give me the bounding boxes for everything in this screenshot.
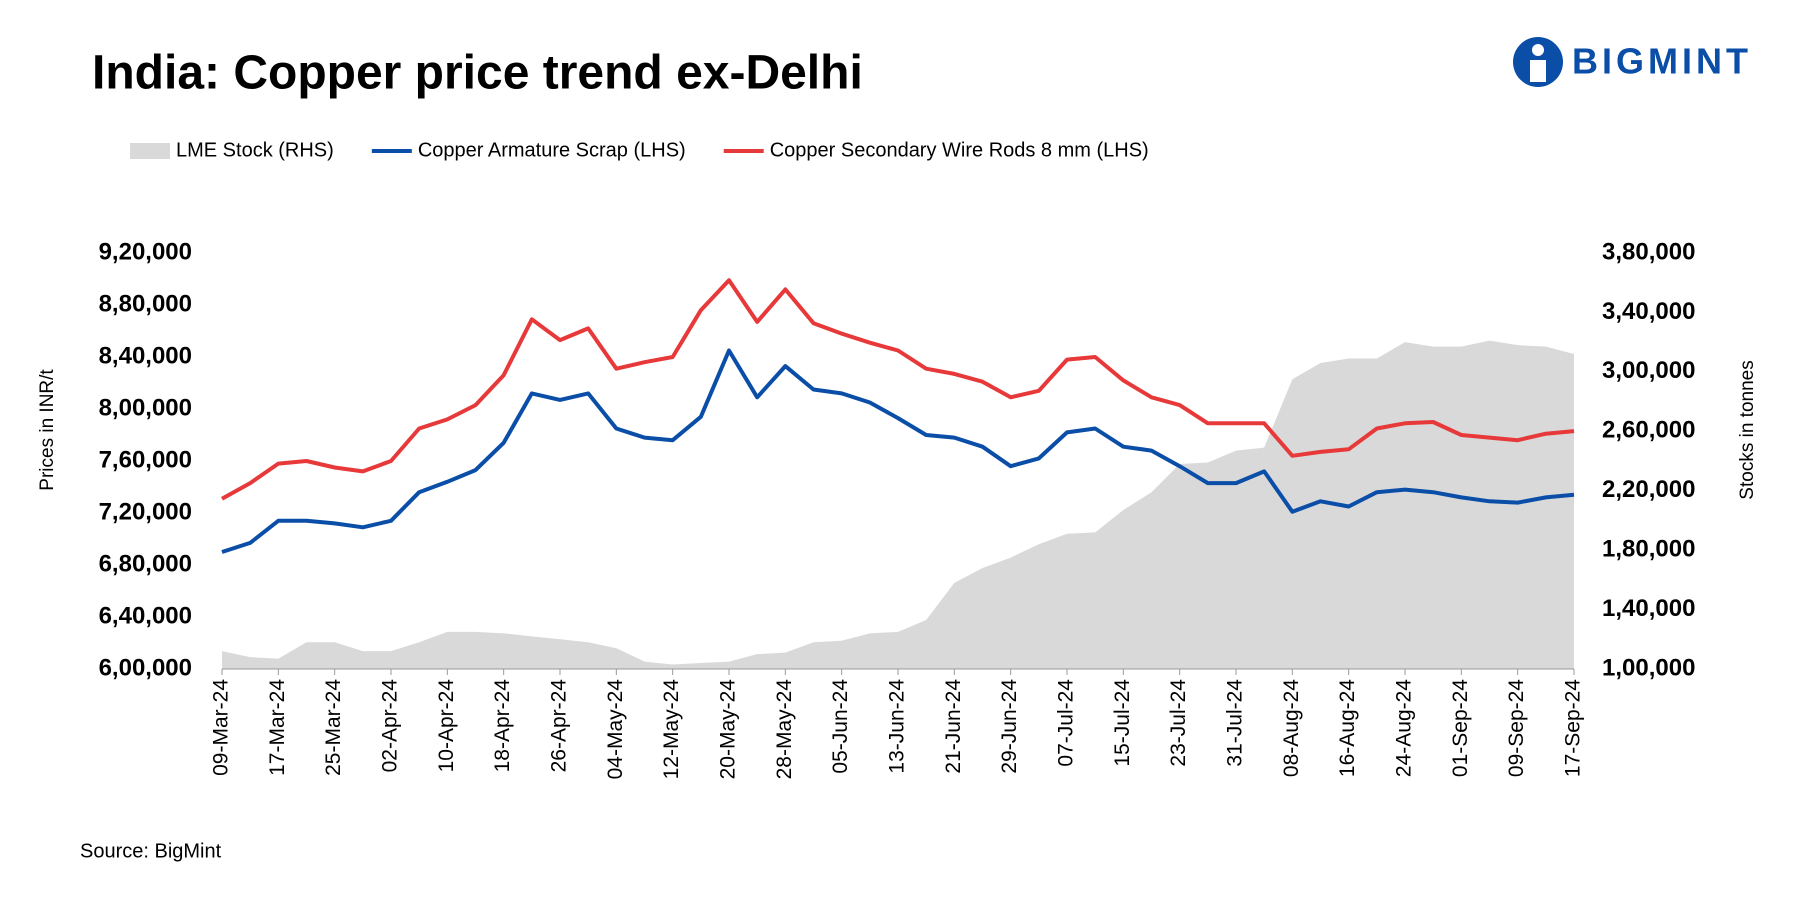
y-axis-title: Prices in INR/t	[37, 369, 58, 491]
y-tick-label: 6,80,000	[99, 550, 192, 577]
chart-title: India: Copper price trend ex-Delhi	[92, 47, 863, 100]
y2-tick-label: 2,20,000	[1602, 476, 1695, 503]
y-tick-label: 9,20,000	[99, 238, 192, 265]
legend-item: Copper Armature Scrap (LHS)	[371, 139, 686, 161]
legend-item: LME Stock (RHS)	[130, 139, 334, 161]
x-tick-label: 17-Mar-24	[266, 679, 289, 776]
x-tick-label: 13-Jun-24	[886, 679, 909, 774]
y-tick-label: 8,00,000	[99, 394, 192, 421]
logo-icon-head	[1532, 44, 1544, 56]
x-tick-label: 10-Apr-24	[435, 679, 458, 773]
x-tick-label: 31-Jul-24	[1224, 679, 1247, 767]
y-tick-label: 7,20,000	[99, 498, 192, 525]
x-tick-label: 12-May-24	[660, 679, 683, 780]
y-tick-label: 7,60,000	[99, 446, 192, 473]
x-tick-label: 18-Apr-24	[491, 679, 514, 773]
y2-tick-label: 1,80,000	[1602, 535, 1695, 562]
x-tick-label: 09-Mar-24	[210, 679, 233, 776]
y2-axis-title: Stocks in tonnes	[1737, 360, 1758, 499]
x-tick-label: 20-May-24	[717, 679, 740, 780]
legend-label: LME Stock (RHS)	[176, 139, 334, 161]
x-tick-label: 25-Mar-24	[322, 679, 345, 776]
x-tick-label: 09-Sep-24	[1505, 679, 1528, 777]
x-tick-label: 16-Aug-24	[1336, 679, 1359, 777]
logo-icon-body	[1530, 60, 1546, 82]
line	[221, 348, 1575, 554]
legend-swatch	[130, 143, 170, 159]
x-tick-label: 17-Sep-24	[1562, 679, 1585, 777]
logo-text: BIGMINT	[1572, 41, 1752, 82]
x-tick-label: 04-May-24	[604, 679, 627, 780]
x-tick-label: 07-Jul-24	[1055, 679, 1078, 767]
y2-tick-label: 1,00,000	[1602, 654, 1695, 681]
source-note: Source: BigMint	[80, 840, 222, 862]
y2-tick-label: 3,40,000	[1602, 298, 1695, 325]
x-tick-label: 21-Jun-24	[942, 679, 965, 774]
x-tick-label: 01-Sep-24	[1449, 679, 1472, 777]
legend-item: Copper Secondary Wire Rods 8 mm (LHS)	[723, 139, 1149, 161]
y-tick-label: 6,40,000	[99, 602, 192, 629]
y2-tick-label: 1,40,000	[1602, 595, 1695, 622]
x-tick-label: 26-Apr-24	[548, 679, 571, 773]
x-tick-label: 28-May-24	[773, 679, 796, 780]
y2-tick-label: 3,00,000	[1602, 357, 1695, 384]
x-tick-label: 24-Aug-24	[1393, 679, 1416, 777]
x-tick-label: 23-Jul-24	[1167, 679, 1190, 767]
legend-label: Copper Secondary Wire Rods 8 mm (LHS)	[770, 139, 1149, 161]
x-tick-label: 08-Aug-24	[1280, 679, 1303, 777]
y-tick-label: 8,40,000	[99, 342, 192, 369]
y2-tick-label: 3,80,000	[1602, 238, 1695, 265]
y2-tick-label: 2,60,000	[1602, 417, 1695, 444]
x-tick-label: 29-Jun-24	[998, 679, 1021, 774]
x-tick-label: 05-Jun-24	[829, 679, 852, 774]
x-tick-label: 02-Apr-24	[379, 679, 402, 773]
y-tick-label: 6,00,000	[99, 654, 192, 681]
y-tick-label: 8,80,000	[99, 290, 192, 317]
x-tick-label: 15-Jul-24	[1111, 679, 1134, 767]
line	[221, 278, 1575, 501]
area	[222, 340, 1574, 669]
logo: BIGMINT	[1513, 37, 1752, 87]
legend-label: Copper Armature Scrap (LHS)	[418, 139, 686, 161]
